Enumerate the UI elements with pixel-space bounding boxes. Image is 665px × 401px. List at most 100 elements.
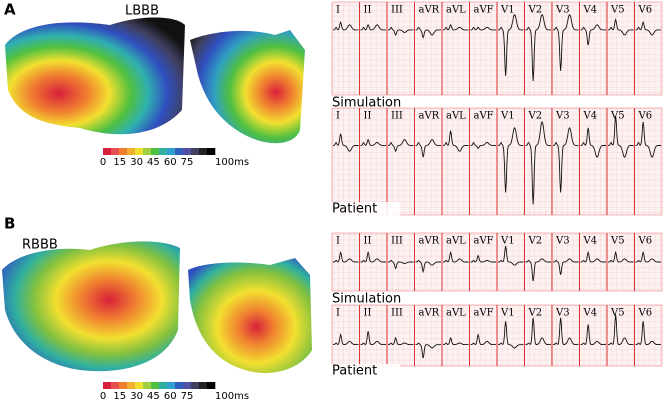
lead-label: V5 (610, 111, 625, 122)
ecg-caption: Simulation (332, 292, 401, 307)
ecg-trace (470, 254, 496, 263)
lead-label: V4 (583, 111, 598, 122)
ecg-trace (388, 259, 414, 270)
ecg-trace (388, 26, 414, 36)
lead-label: aVL (446, 308, 466, 319)
lead-label: V1 (500, 5, 515, 16)
lead-label: V2 (528, 236, 543, 247)
colorbar-segment (103, 382, 112, 389)
lead-label: V3 (555, 308, 570, 319)
colorbar-segment (191, 148, 200, 155)
lead-label: V2 (528, 5, 543, 16)
ecg-trace (498, 13, 524, 76)
lead-label: II (364, 236, 372, 247)
colorbar-segment (151, 148, 160, 155)
lead-label: I (336, 236, 340, 247)
ecg-caption: Simulation (332, 96, 401, 111)
lead-label: V5 (610, 236, 625, 247)
colorbar-tick-label: 0 (100, 157, 106, 168)
colorbar-tick-label: 0 (100, 391, 106, 401)
heart-map (5, 17, 185, 135)
ecg-trace (360, 331, 386, 346)
colorbar-segment (111, 148, 120, 155)
lead-label: V3 (555, 236, 570, 247)
heart-map (188, 258, 312, 374)
colorbar-tick-label: 45 (147, 391, 160, 401)
colorbar-tick-label: 15 (113, 391, 126, 401)
colorbar-segment (103, 148, 112, 155)
lead-label: aVR (419, 308, 440, 319)
lead-label: III (391, 5, 403, 16)
ecg-trace (580, 324, 606, 346)
lead-label: aVR (419, 5, 440, 16)
colorbar-segment (135, 148, 144, 155)
ecg-trace (608, 18, 634, 36)
ecg-trace (635, 20, 661, 36)
colorbar-segment (199, 382, 208, 389)
lead-label: II (364, 111, 372, 122)
ecg-trace (415, 342, 441, 359)
lead-label: V3 (555, 111, 570, 122)
condition-label: LBBB (125, 4, 159, 19)
colorbar-tick-label: 15 (113, 157, 126, 168)
lead-label: aVR (419, 111, 440, 122)
caption-bg (330, 96, 400, 110)
colorbar-tick-label: 60 (164, 157, 177, 168)
ecg-trace (635, 121, 661, 158)
colorbar-tick-label: 100ms (215, 157, 249, 168)
ecg-trace (553, 258, 579, 275)
colorbar-tick-label: 75 (181, 157, 194, 168)
lead-label: aVF (474, 5, 494, 16)
lead-label: V1 (500, 308, 515, 319)
lead-label: aVF (474, 111, 494, 122)
ecg-trace (498, 246, 524, 266)
ecg-caption: Patient (332, 202, 377, 217)
colorbar-segment (135, 382, 144, 389)
colorbar-segment (143, 148, 152, 155)
heart-map (2, 241, 180, 372)
colorbar-segment (175, 148, 184, 155)
ecg-trace (608, 250, 634, 263)
lead-label: V1 (500, 111, 515, 122)
colorbar-segment (183, 148, 192, 155)
ecg-trace (388, 139, 414, 153)
panel-label: B (4, 215, 15, 233)
lead-label: V6 (638, 236, 653, 247)
ecg-trace (443, 250, 469, 263)
ecg-trace (415, 139, 441, 158)
colorbar-tick-label: 30 (130, 157, 143, 168)
ecg-trace (415, 259, 441, 274)
ecg-trace (553, 317, 579, 346)
ecg-trace (333, 333, 359, 346)
colorbar-segment (207, 148, 216, 155)
ecg-trace (388, 336, 414, 346)
colorbar-segment (191, 382, 200, 389)
lead-label: aVF (474, 236, 494, 247)
lead-label: aVL (446, 236, 466, 247)
ecg-trace (608, 314, 634, 346)
lead-label: I (336, 111, 340, 122)
ecg-trace (525, 258, 551, 282)
lead-label: III (391, 308, 403, 319)
ecg-trace (360, 138, 386, 146)
lead-label: I (336, 5, 340, 16)
colorbar-segment (199, 148, 208, 155)
colorbar-tick-label: 60 (164, 391, 177, 401)
ecg-trace (525, 13, 551, 82)
lead-label: V2 (528, 111, 543, 122)
condition-label: RBBB (22, 238, 58, 253)
ecg-trace (470, 141, 496, 150)
lead-label: I (336, 308, 340, 319)
ecg-trace (415, 26, 441, 39)
lead-label: aVR (419, 236, 440, 247)
colorbar-segment (127, 382, 136, 389)
colorbar-segment (111, 382, 120, 389)
colorbar-segment (175, 382, 184, 389)
lead-label: V1 (500, 236, 515, 247)
colorbar-tick-label: 75 (181, 391, 194, 401)
lead-label: V5 (610, 5, 625, 16)
ecg-trace (498, 126, 524, 193)
ecg-trace (580, 127, 606, 158)
ecg-trace (553, 126, 579, 193)
